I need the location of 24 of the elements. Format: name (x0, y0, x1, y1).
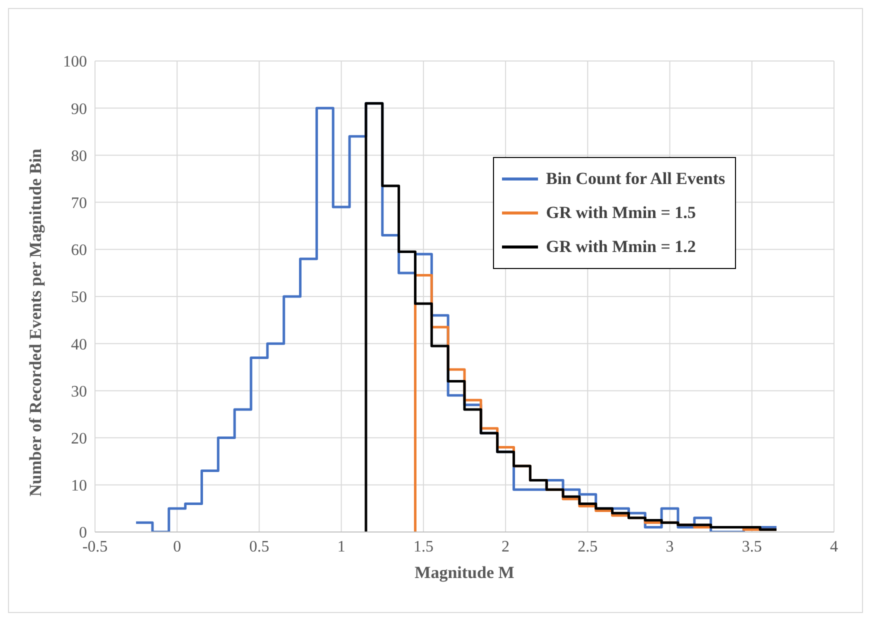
y-tick-label: 40 (71, 336, 87, 354)
legend-label: GR with Mmin = 1.2 (546, 237, 696, 257)
x-tick-label: 1.5 (413, 538, 434, 556)
y-tick-label: 60 (71, 242, 87, 260)
x-tick-label: 2.5 (578, 538, 598, 556)
x-tick-label: 0 (173, 538, 182, 556)
x-tick-label: 2 (502, 538, 510, 556)
y-tick-label: 80 (71, 148, 87, 165)
legend-label: GR with Mmin = 1.5 (546, 203, 696, 223)
y-tick-label: 10 (71, 478, 87, 495)
y-axis-title: Number of Recorded Events per Magnitude Bin (26, 148, 46, 496)
y-tick-label: 90 (71, 100, 87, 118)
y-tick-label: 70 (71, 194, 87, 212)
x-axis-title: Magnitude M (414, 563, 514, 582)
x-tick-label: 3.5 (742, 538, 762, 556)
x-tick-label: 0.5 (249, 538, 270, 556)
y-tick-label: 20 (71, 430, 87, 448)
y-tick-label: 30 (71, 383, 87, 400)
x-tick-label: 3 (666, 538, 674, 556)
legend-label: Bin Count for All Events (546, 169, 726, 189)
x-tick-label: 1 (337, 538, 346, 556)
x-tick-label: 4 (830, 538, 838, 556)
y-tick-label: 50 (71, 289, 87, 306)
y-tick-label: 100 (63, 54, 87, 71)
